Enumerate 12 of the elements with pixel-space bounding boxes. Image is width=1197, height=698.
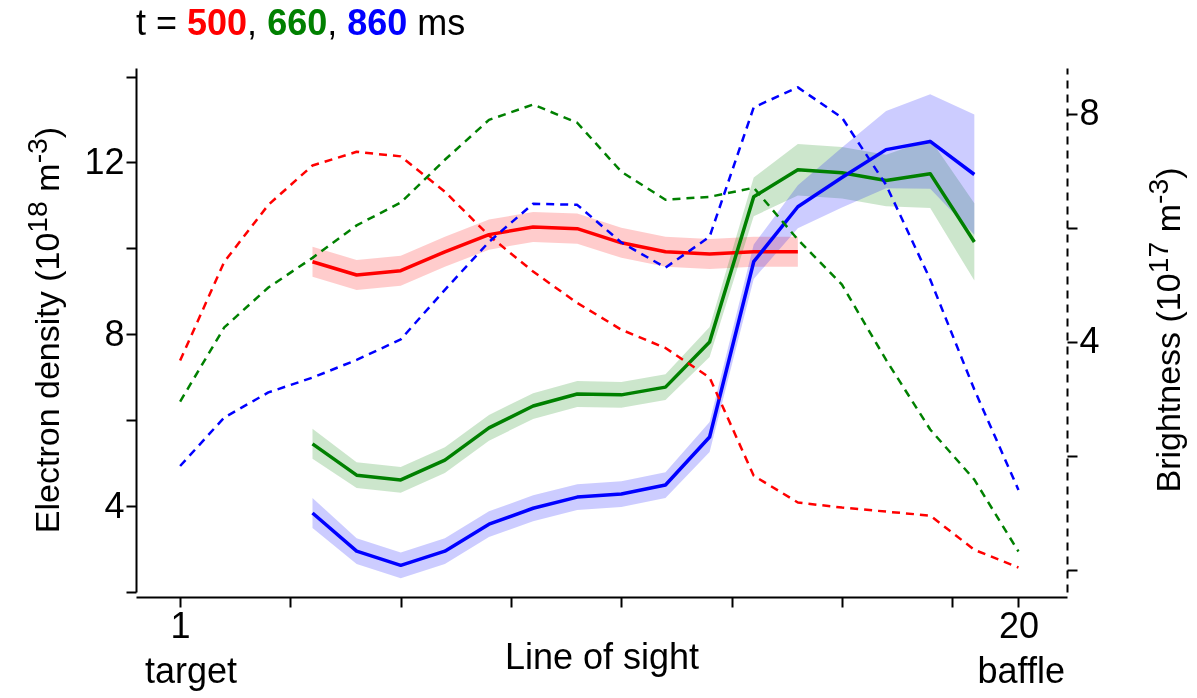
y-tick-label: 8 [104, 312, 125, 354]
x-tick-label: 20 [998, 604, 1039, 646]
x-tick-label: 1 [170, 604, 191, 646]
text: target [145, 650, 238, 692]
x-axis-title: Line of sight [504, 635, 700, 677]
chart-title: t = 500, 660, 860 ms [136, 2, 466, 44]
text: baffle [977, 650, 1065, 692]
line-series [310, 225, 800, 277]
y-tick-label: 4 [104, 484, 125, 526]
y-tick-label: 12 [84, 140, 125, 182]
y2-tick-label: 4 [1079, 320, 1100, 362]
y2-tick-label: 8 [1079, 92, 1100, 134]
